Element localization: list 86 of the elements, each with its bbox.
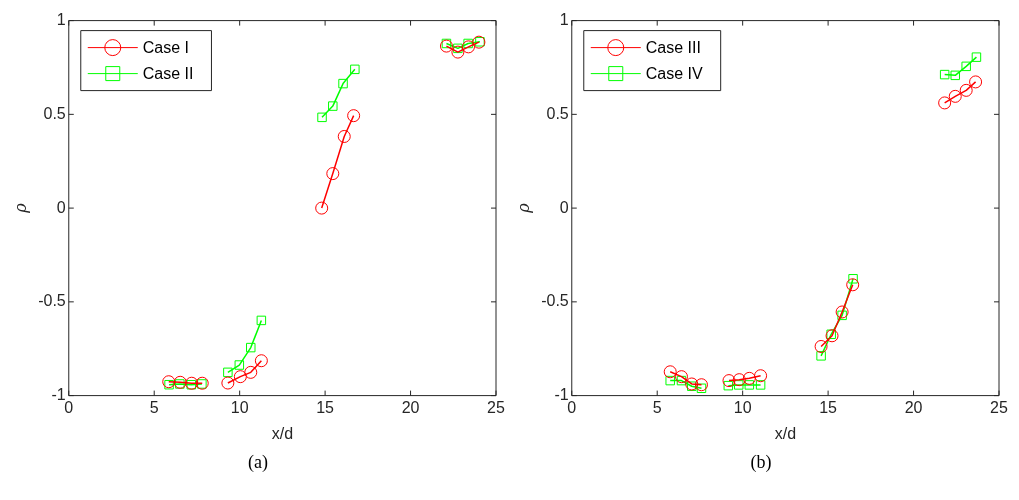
- point: [244, 365, 258, 379]
- y-axis-title: ρ: [10, 202, 30, 214]
- point: [686, 381, 697, 391]
- point: [463, 38, 473, 49]
- point: [326, 167, 340, 181]
- point: [848, 274, 858, 284]
- y-tick-label: -1: [554, 386, 569, 404]
- x-tick-label: 10: [733, 398, 752, 416]
- point: [938, 96, 952, 110]
- x-tick-label: 15: [819, 398, 838, 416]
- y-tick-label: 0: [56, 198, 66, 216]
- y-tick-label: -0.5: [38, 292, 66, 310]
- y-tick-label: 0.5: [43, 104, 66, 122]
- point: [338, 78, 348, 89]
- point: [223, 367, 233, 378]
- point: [754, 369, 768, 383]
- point: [846, 278, 860, 292]
- point: [835, 305, 849, 319]
- x-tick-label: 20: [904, 398, 923, 416]
- legend-label: Case III: [645, 39, 701, 57]
- point: [173, 375, 187, 389]
- point: [162, 375, 176, 389]
- point: [676, 375, 687, 386]
- point: [732, 373, 746, 387]
- point: [453, 43, 463, 54]
- point: [254, 354, 268, 368]
- legend-label: Case II: [142, 65, 194, 83]
- point: [246, 342, 256, 353]
- point: [733, 380, 744, 390]
- y-tick-label: 0: [559, 198, 569, 216]
- point: [328, 101, 338, 111]
- point: [221, 376, 235, 390]
- x-tick-label: 25: [990, 398, 1008, 416]
- point: [233, 370, 247, 384]
- point: [256, 315, 267, 326]
- text: (b): [750, 452, 772, 473]
- y-tick-label: 0.5: [546, 104, 569, 122]
- point: [461, 40, 475, 54]
- y-axis-title: ρ: [513, 202, 533, 214]
- y-tick-label: -0.5: [541, 292, 569, 310]
- point: [950, 70, 960, 81]
- point: [969, 75, 983, 89]
- point: [315, 201, 329, 215]
- legend-label: Case IV: [645, 65, 704, 83]
- point: [439, 39, 453, 53]
- legend-label: Case I: [142, 39, 190, 57]
- y-tick-label: 1: [559, 11, 569, 29]
- point: [948, 89, 962, 103]
- point: [175, 379, 185, 389]
- x-tick-label: 5: [149, 398, 159, 416]
- point: [350, 64, 360, 75]
- point: [971, 52, 982, 62]
- point: [451, 45, 465, 59]
- point: [441, 38, 452, 49]
- point: [744, 380, 755, 390]
- x-axis-title: x/d: [271, 424, 294, 442]
- point: [723, 380, 734, 391]
- point: [939, 69, 950, 80]
- point: [347, 109, 361, 123]
- point: [234, 360, 245, 370]
- point: [663, 365, 677, 379]
- point: [961, 61, 971, 72]
- x-tick-label: 5: [652, 398, 662, 416]
- point: [837, 310, 847, 321]
- point: [696, 383, 707, 394]
- point: [959, 83, 973, 97]
- point: [685, 377, 699, 391]
- point: [814, 339, 828, 353]
- point: [755, 380, 766, 390]
- x-axis-title: x/d: [774, 424, 797, 442]
- x-tick-label: 15: [316, 398, 335, 416]
- point: [694, 378, 708, 392]
- point: [164, 379, 174, 390]
- x-tick-label: 20: [401, 398, 420, 416]
- point: [722, 374, 736, 388]
- point: [742, 371, 756, 385]
- point: [337, 129, 351, 143]
- y-tick-label: 1: [56, 11, 66, 29]
- x-tick-label: 25: [487, 398, 505, 416]
- text: (a): [248, 452, 268, 473]
- point: [317, 112, 327, 123]
- point: [674, 370, 688, 384]
- point: [665, 375, 675, 386]
- y-tick-label: -1: [51, 386, 66, 404]
- x-tick-label: 10: [230, 398, 249, 416]
- point: [816, 351, 826, 361]
